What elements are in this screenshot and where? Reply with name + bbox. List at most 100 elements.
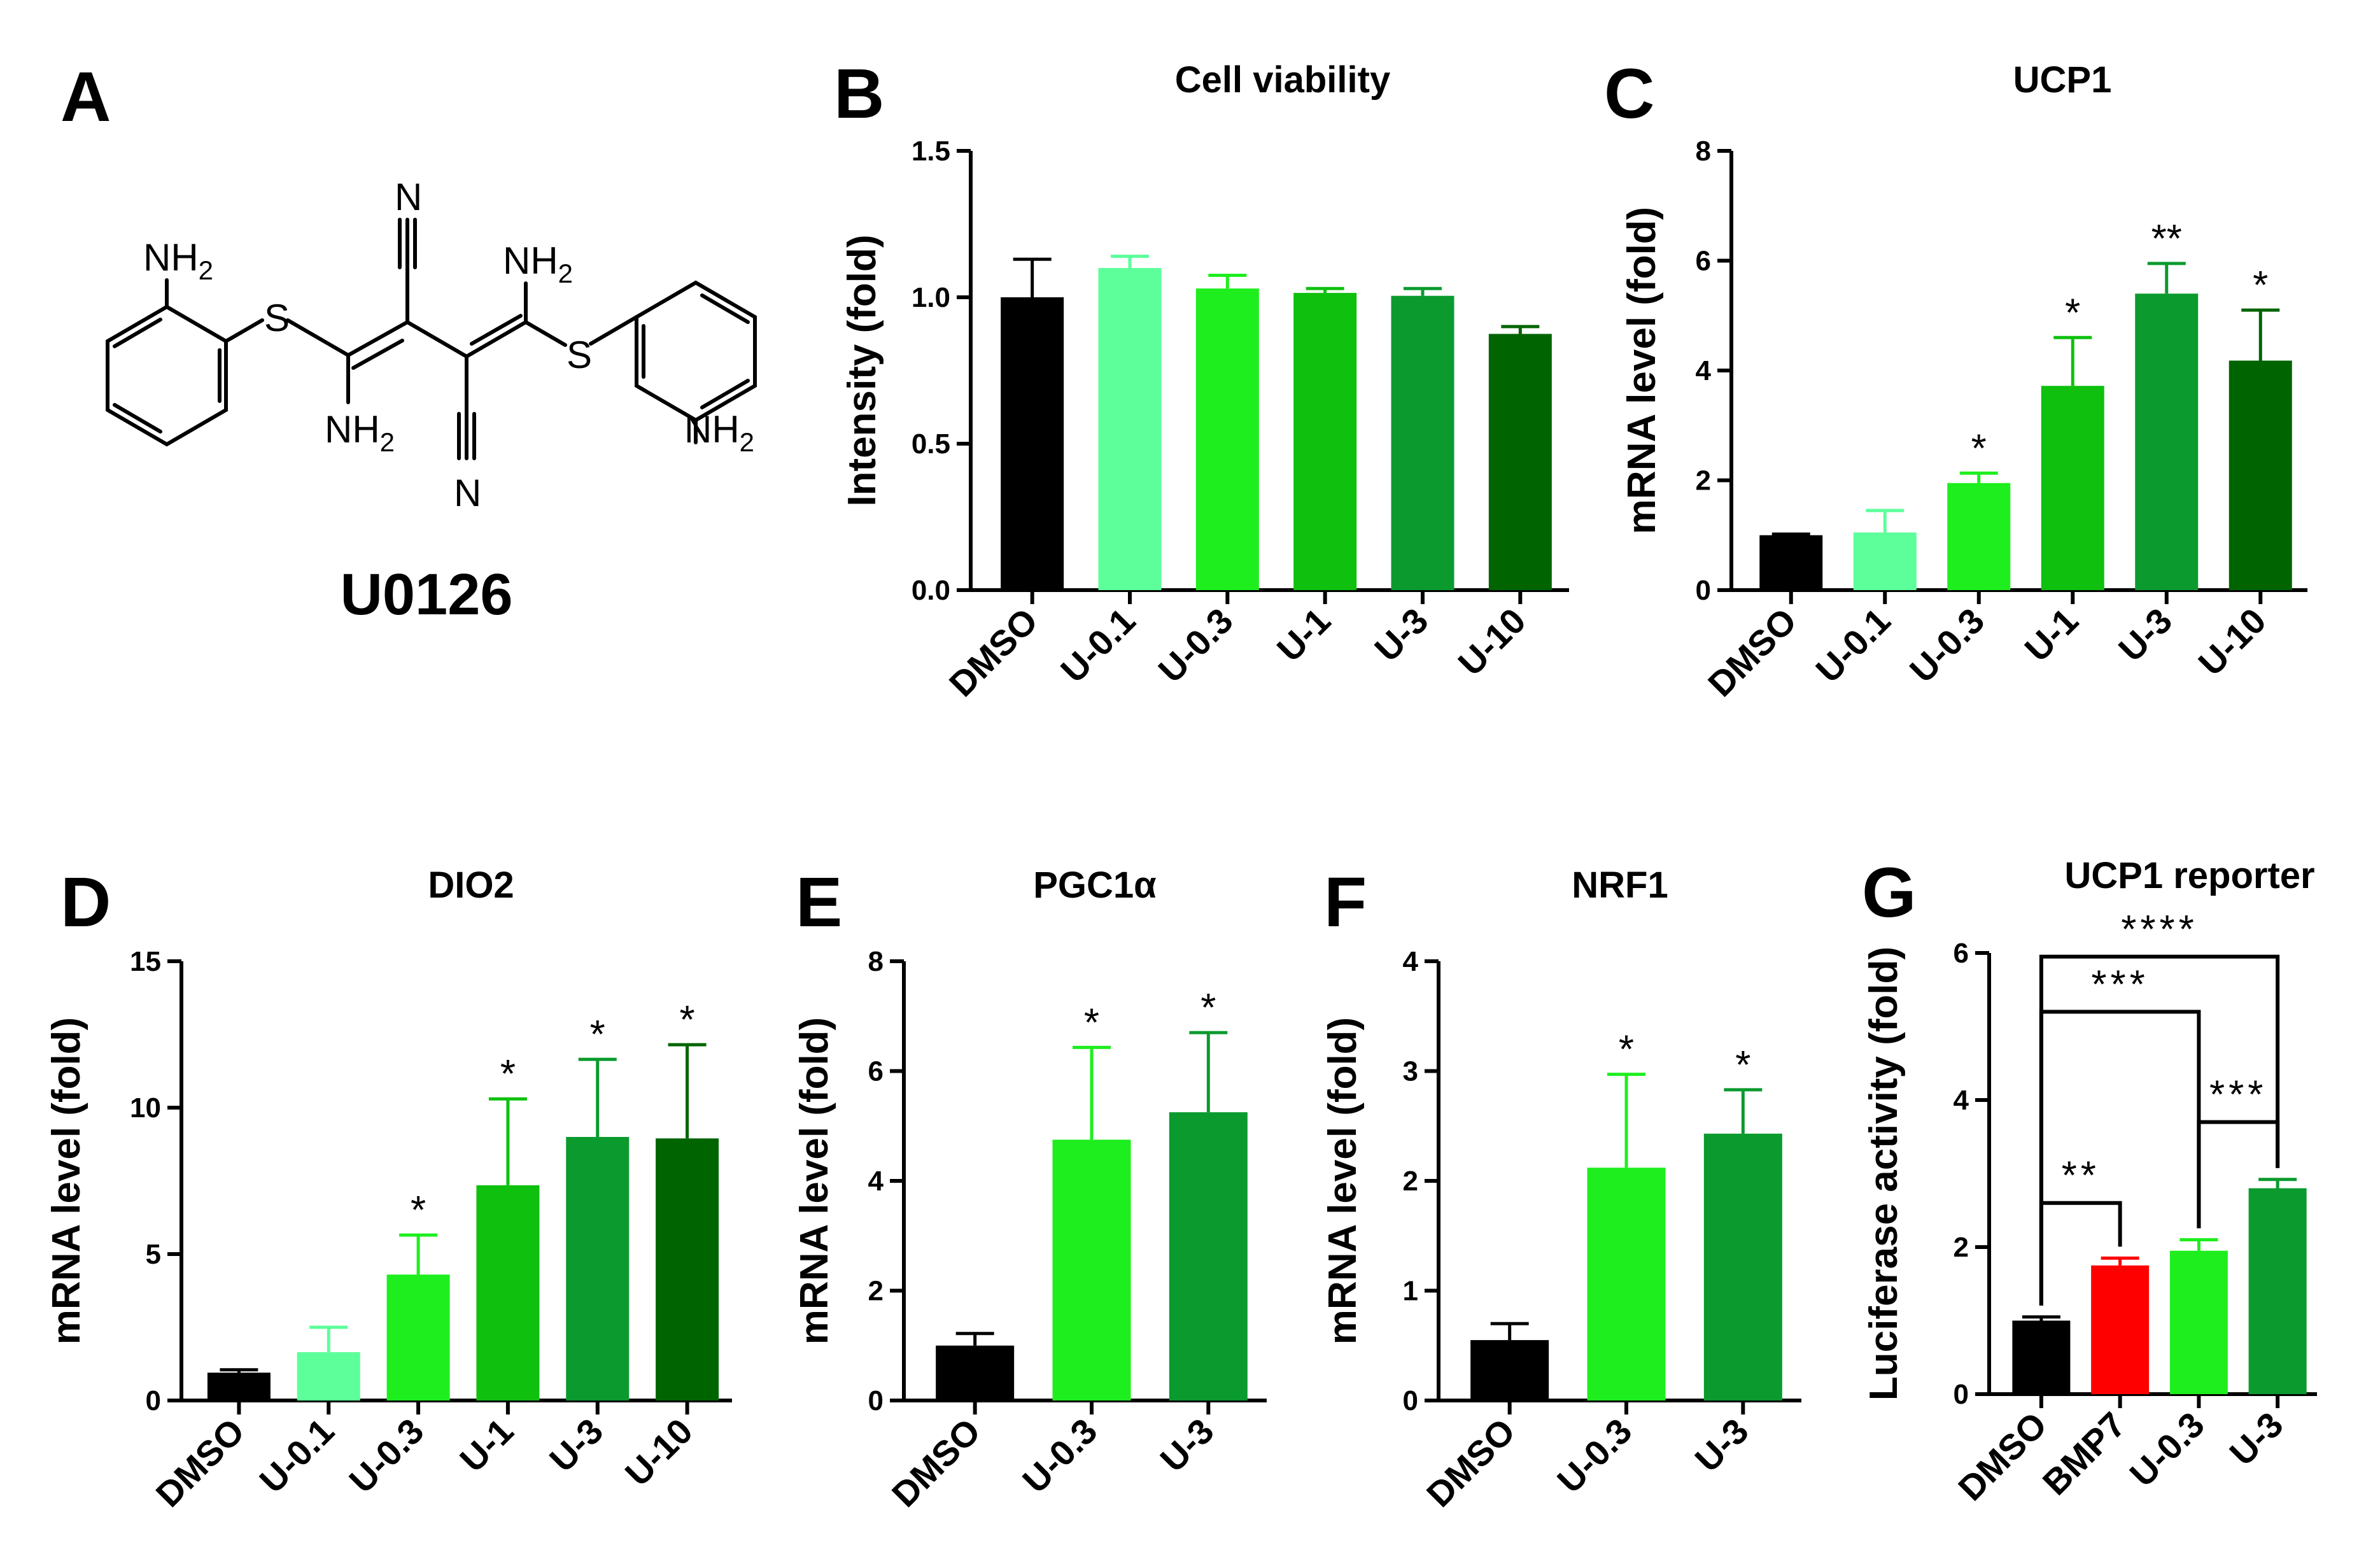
significance-star: * [2065,291,2080,335]
bar [1169,1112,1248,1400]
significance-star: ** [2151,217,2182,261]
panel-letter: E [796,863,842,942]
panel-letter: B [834,55,884,133]
y-tick-label: 3 [1403,1056,1418,1087]
bar [1703,1133,1782,1400]
x-category-label: BMP7 [2035,1404,2134,1503]
panel-d-chart: D DIO2 mRNA level (fold) 0 5 10 15 DMSO U-0.1 * U-… [45,863,732,1514]
y-tick-label: 0 [1954,1379,1969,1410]
significance-star: * [1201,986,1216,1030]
y-axis-label: mRNA level (fold) [1321,1017,1365,1344]
y-axis-label: mRNA level (fold) [45,1017,88,1344]
y-axis-label: Luciferase activity (fold) [1862,947,1906,1400]
panel-letter: F [1324,863,1367,942]
x-category-label: U-1 [452,1411,521,1479]
x-category-label: U-3 [542,1411,610,1479]
y-tick-label: 0 [1403,1385,1418,1416]
y-tick-label: 2 [1696,465,1711,497]
panel-letter: G [1862,854,1917,932]
y-tick-label: 4 [1696,355,1712,386]
significance-star: * [500,1052,516,1096]
x-category-label: U-1 [2017,600,2085,669]
bar [1470,1340,1549,1400]
y-tick-label: 0 [146,1385,161,1416]
x-category-label: DMSO [148,1411,252,1514]
atom-label-nh2-top-left: NH2 [143,236,213,285]
atom-label-nh2-right: NH2 [684,408,754,457]
bar [1488,334,1552,590]
panel-f-chart: F NRF1 mRNA level (fold) 0 1 2 3 4 DMSO * U-0.3 * U-… [1321,863,1801,1514]
panel-letter: C [1604,55,1654,133]
x-category-label: DMSO [1700,600,1804,704]
y-tick-label: 0.0 [912,575,950,606]
bar [1195,288,1259,590]
x-category-label: U-3 [2111,600,2179,669]
bar [1001,297,1064,590]
bar [936,1345,1015,1400]
chart-title: NRF1 [1572,864,1668,906]
significance-bracket-label: ** [2062,1154,2100,1198]
x-category-label: U-0.3 [2122,1404,2211,1494]
x-category-label: DMSO [1950,1404,2054,1508]
panel-a-structure: A [60,58,757,627]
y-tick-label: 0 [868,1385,884,1416]
significance-star: * [1619,1028,1634,1072]
x-category-label: U-3 [1152,1411,1221,1479]
x-category-label: U-0.3 [1015,1411,1104,1500]
bar [2091,1265,2150,1394]
bar [207,1372,271,1400]
y-tick-label: 6 [868,1056,884,1087]
bar [386,1274,450,1400]
x-category-label: U-0.1 [1808,600,1898,690]
compound-name: U0126 [340,562,512,627]
significance-star: * [411,1189,426,1232]
bar [2248,1188,2307,1394]
bar [476,1185,540,1400]
significance-star: * [590,1013,605,1057]
y-tick-label: 5 [146,1239,161,1270]
y-tick-label: 1.0 [912,282,950,313]
bar [2041,386,2104,590]
x-category-label: DMSO [1419,1411,1523,1514]
x-category-label: U-3 [2222,1404,2290,1473]
x-category-label: U-0.3 [1549,1411,1639,1500]
significance-bracket-label: *** [2091,963,2148,1006]
y-axis-label: mRNA level (fold) [792,1017,836,1344]
x-category-label: DMSO [941,600,1045,704]
atom-label-s-right: S [567,334,592,376]
significance-bracket-label: *** [2209,1073,2267,1117]
significance-star: * [2253,264,2268,307]
bar [1293,293,1357,590]
y-axis-label: Intensity (fold) [840,234,884,506]
panel-b-chart: B Cell viability Intensity (fold) 0.0 0.5 1.0… [834,55,1569,704]
x-category-label: U-0.3 [1902,600,1992,690]
x-category-label: U-10 [617,1411,700,1493]
bar [1052,1139,1131,1400]
atom-label-nh2-top: NH2 [503,239,573,288]
y-tick-label: 4 [1954,1085,1969,1116]
x-category-label: U-3 [1367,600,1435,669]
y-axis-label: mRNA level (fold) [1620,207,1664,534]
significance-bracket-label: **** [2121,908,2198,952]
bar [297,1352,360,1400]
y-tick-label: 1.5 [912,136,950,167]
significance-star: * [680,998,695,1042]
bar [2169,1250,2228,1394]
y-tick-label: 1 [1403,1276,1418,1307]
bar [2229,360,2292,590]
chart-title: UCP1 [2013,59,2112,101]
x-category-label: U-3 [1687,1411,1756,1479]
x-category-label: U-0.3 [341,1411,431,1500]
bar [2135,293,2199,590]
bar [1759,535,1823,590]
y-tick-label: 8 [868,946,884,977]
y-tick-label: 0.5 [912,428,950,460]
significance-star: * [1971,427,1987,470]
y-tick-label: 8 [1696,136,1711,167]
bar [1098,268,1162,590]
chart-title: DIO2 [428,864,514,906]
x-category-label: U-0.1 [1053,600,1143,690]
panel-e-chart: E PGC1α mRNA level (fold) 0 2 4 6 8 DMSO * U-0.3 * U… [792,863,1267,1514]
x-category-label: DMSO [884,1411,988,1514]
